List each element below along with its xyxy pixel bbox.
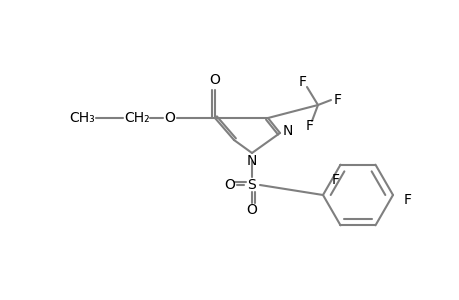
Text: O: O [224,178,235,192]
Text: CH₂: CH₂ [124,111,150,125]
Text: O: O [209,73,220,87]
Text: F: F [298,75,306,89]
Text: F: F [333,93,341,107]
Text: CH₃: CH₃ [69,111,95,125]
Text: O: O [246,203,257,217]
Text: F: F [331,173,339,187]
Text: N: N [282,124,292,138]
Text: O: O [164,111,175,125]
Text: S: S [247,178,256,192]
Text: F: F [305,119,313,133]
Text: F: F [403,193,411,207]
Text: N: N [246,154,257,168]
